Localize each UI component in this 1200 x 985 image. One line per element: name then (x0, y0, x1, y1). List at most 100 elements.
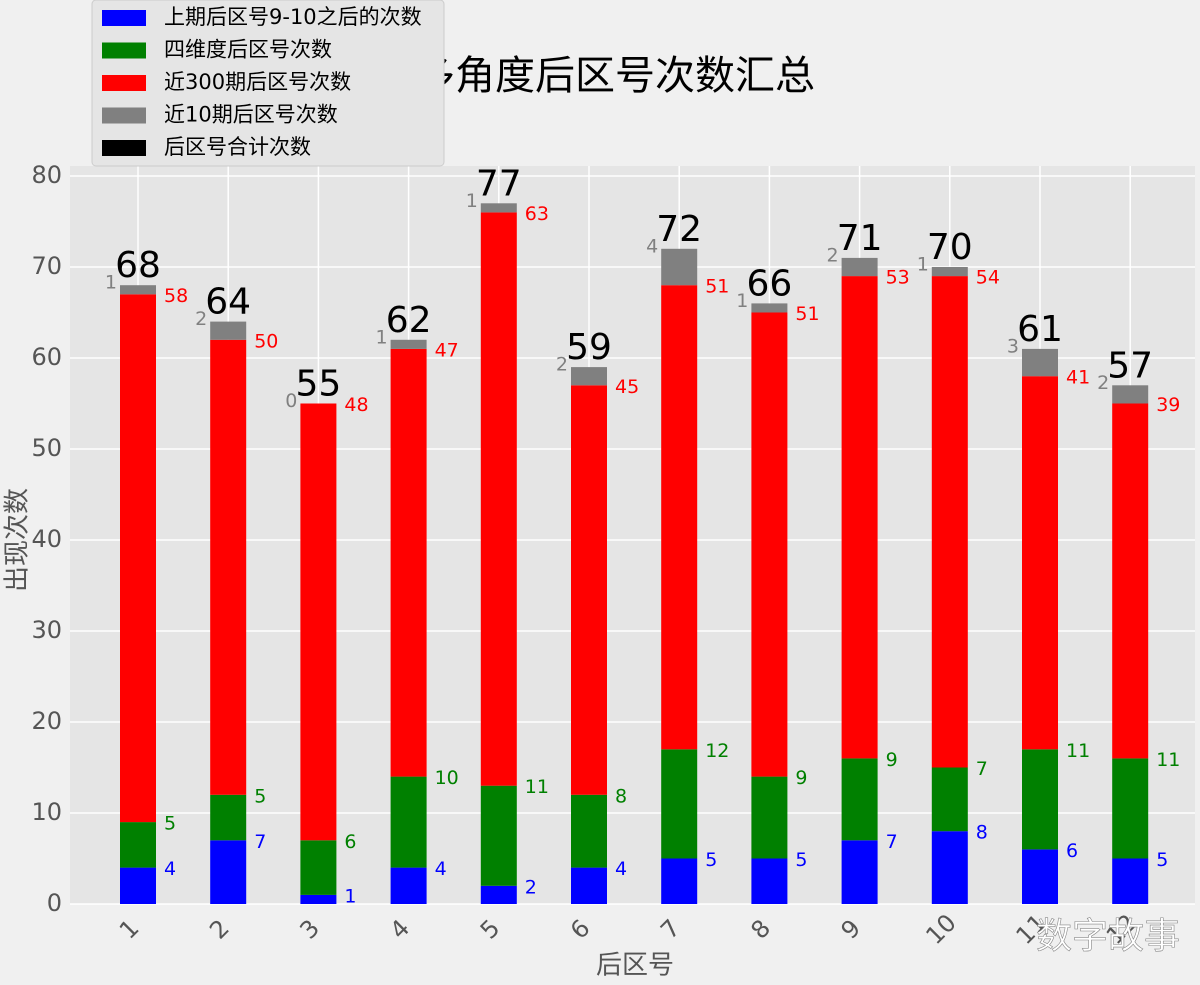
data-label: 9 (886, 749, 898, 771)
bar-segment (480, 212, 517, 786)
bar-segment (841, 276, 878, 759)
bar-segment (300, 840, 337, 895)
total-label: 57 (1107, 345, 1153, 386)
data-label: 11 (1066, 740, 1090, 762)
data-label: 39 (1156, 394, 1180, 416)
bar-segment (571, 385, 607, 795)
total-label: 55 (295, 364, 341, 405)
legend-label: 上期后区号9-10之后的次数 (164, 5, 422, 29)
data-label: 8 (976, 822, 988, 844)
data-label: 1 (466, 190, 478, 212)
y-tick-label: 20 (31, 707, 62, 735)
data-label: 58 (164, 285, 188, 307)
total-label: 62 (386, 300, 432, 341)
data-label: 51 (705, 276, 729, 298)
data-label: 63 (525, 203, 549, 225)
y-tick-label: 0 (47, 889, 62, 917)
bar-segment (661, 248, 698, 286)
x-axis-label: 后区号 (596, 951, 674, 981)
bar-segment (841, 758, 878, 841)
total-label: 59 (566, 327, 612, 368)
bar-segment (300, 894, 337, 904)
bar-segment (1112, 385, 1149, 404)
legend-swatch (102, 42, 146, 59)
bar-segment (841, 257, 878, 277)
bar-segment (931, 276, 968, 768)
bar-segment (390, 776, 427, 868)
chart-title: 多角度后区号次数汇总 (415, 53, 815, 99)
data-label: 5 (705, 849, 717, 871)
data-label: 12 (705, 740, 729, 762)
data-label: 8 (615, 785, 627, 807)
data-label: 2 (1097, 372, 1109, 394)
data-label: 5 (254, 785, 266, 807)
data-label: 53 (886, 267, 910, 289)
bar-segment (571, 367, 607, 386)
total-label: 61 (1017, 309, 1063, 350)
data-label: 51 (795, 303, 819, 325)
total-label: 70 (927, 227, 973, 268)
total-label: 71 (837, 218, 883, 259)
watermark: 数字故事 (1036, 916, 1180, 957)
data-label: 5 (795, 849, 807, 871)
data-label: 5 (1156, 849, 1168, 871)
y-tick-label: 60 (31, 343, 62, 371)
bar-segment (1112, 758, 1149, 859)
data-label: 3 (1007, 335, 1019, 357)
plot-area (70, 166, 1195, 904)
data-label: 9 (795, 767, 807, 789)
data-label: 45 (615, 376, 639, 398)
data-label: 2 (525, 876, 537, 898)
data-label: 1 (917, 254, 929, 276)
bar-segment (661, 858, 698, 904)
y-tick-label: 10 (31, 798, 62, 826)
bar-segment (210, 840, 247, 904)
total-label: 64 (205, 282, 251, 323)
bar-segment (210, 339, 247, 795)
bar-segment (1112, 858, 1149, 904)
y-axis-label: 出现次数 (3, 488, 33, 592)
bar-segment (120, 867, 156, 904)
legend-label: 后区号合计次数 (164, 135, 311, 159)
data-label: 4 (615, 858, 627, 880)
bar-segment (480, 885, 517, 904)
data-label: 4 (164, 858, 176, 880)
bar-segment (571, 794, 607, 868)
bar-segment (751, 312, 788, 777)
data-label: 4 (646, 235, 658, 257)
bar-segment (480, 203, 517, 213)
bar-segment (1022, 348, 1058, 377)
bar-segment (931, 831, 968, 904)
legend-swatch (102, 10, 146, 26)
bar-segment (1022, 749, 1058, 850)
data-label: 1 (736, 290, 748, 312)
data-label: 2 (827, 244, 839, 266)
legend-label: 四维度后区号次数 (164, 38, 332, 62)
bar-segment (661, 749, 698, 859)
data-label: 7 (976, 758, 988, 780)
data-label: 54 (976, 267, 1000, 289)
y-tick-label: 40 (31, 525, 62, 553)
data-label: 47 (435, 339, 459, 361)
bar-segment (1112, 403, 1149, 759)
data-label: 0 (285, 390, 297, 412)
legend-label: 近10期后区号次数 (164, 103, 338, 127)
data-label: 2 (556, 354, 568, 376)
legend-swatch (102, 75, 146, 91)
total-label: 66 (746, 263, 792, 304)
total-label: 72 (656, 209, 702, 250)
data-label: 50 (254, 330, 278, 352)
data-label: 11 (525, 776, 549, 798)
bar-segment (1022, 376, 1058, 750)
bar-segment (931, 767, 968, 832)
bar-segment (480, 785, 517, 886)
bar-segment (571, 867, 607, 904)
data-label: 11 (1156, 749, 1180, 771)
data-label: 4 (435, 858, 447, 880)
data-label: 41 (1066, 367, 1090, 389)
bar-segment (390, 867, 427, 904)
data-label: 7 (254, 831, 266, 853)
data-label: 1 (376, 326, 388, 348)
bar-segment (120, 294, 156, 823)
data-label: 10 (435, 767, 459, 789)
